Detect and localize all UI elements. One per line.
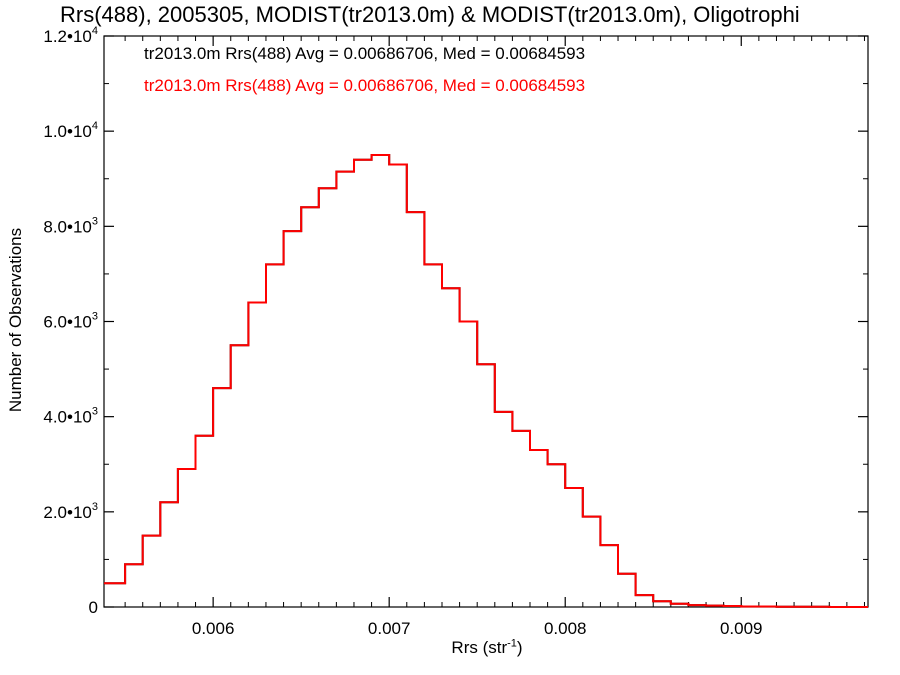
y-tick-label-6: 1.2•104 [43, 25, 98, 46]
series-0-line [104, 154, 868, 608]
x-tick-label-3: 0.009 [720, 619, 763, 638]
x-axis-label-exponent: -1 [507, 637, 517, 650]
y-tick-label-3: 6.0•103 [43, 311, 98, 332]
y-tick-label-2: 4.0•103 [43, 406, 98, 427]
y-tick-label-1: 2.0•103 [43, 501, 98, 522]
plot-frame [103, 35, 869, 608]
legend-entry-black: tr2013.0m Rrs(488) Avg = 0.00686706, Med… [144, 44, 586, 63]
y-tick-label-0: 0 [89, 598, 98, 617]
series-1-line [104, 154, 868, 608]
legend-entry-red: tr2013.0m Rrs(488) Avg = 0.00686706, Med… [144, 76, 586, 95]
y-tick-label-5: 1.0•104 [43, 120, 98, 141]
y-tick-label-4: 8.0•103 [43, 215, 98, 236]
x-axis-label-tail: ) [516, 638, 523, 657]
x-axis-label-main: Rrs (str [451, 638, 508, 657]
x-tick-label-2: 0.008 [544, 619, 587, 638]
x-tick-label-0: 0.006 [192, 619, 235, 638]
x-axis-label: Rrs (str-1) [451, 638, 522, 658]
chart-title: Rrs(488), 2005305, MODIST(tr2013.0m) & M… [60, 2, 800, 27]
x-tick-label-1: 0.007 [368, 619, 411, 638]
